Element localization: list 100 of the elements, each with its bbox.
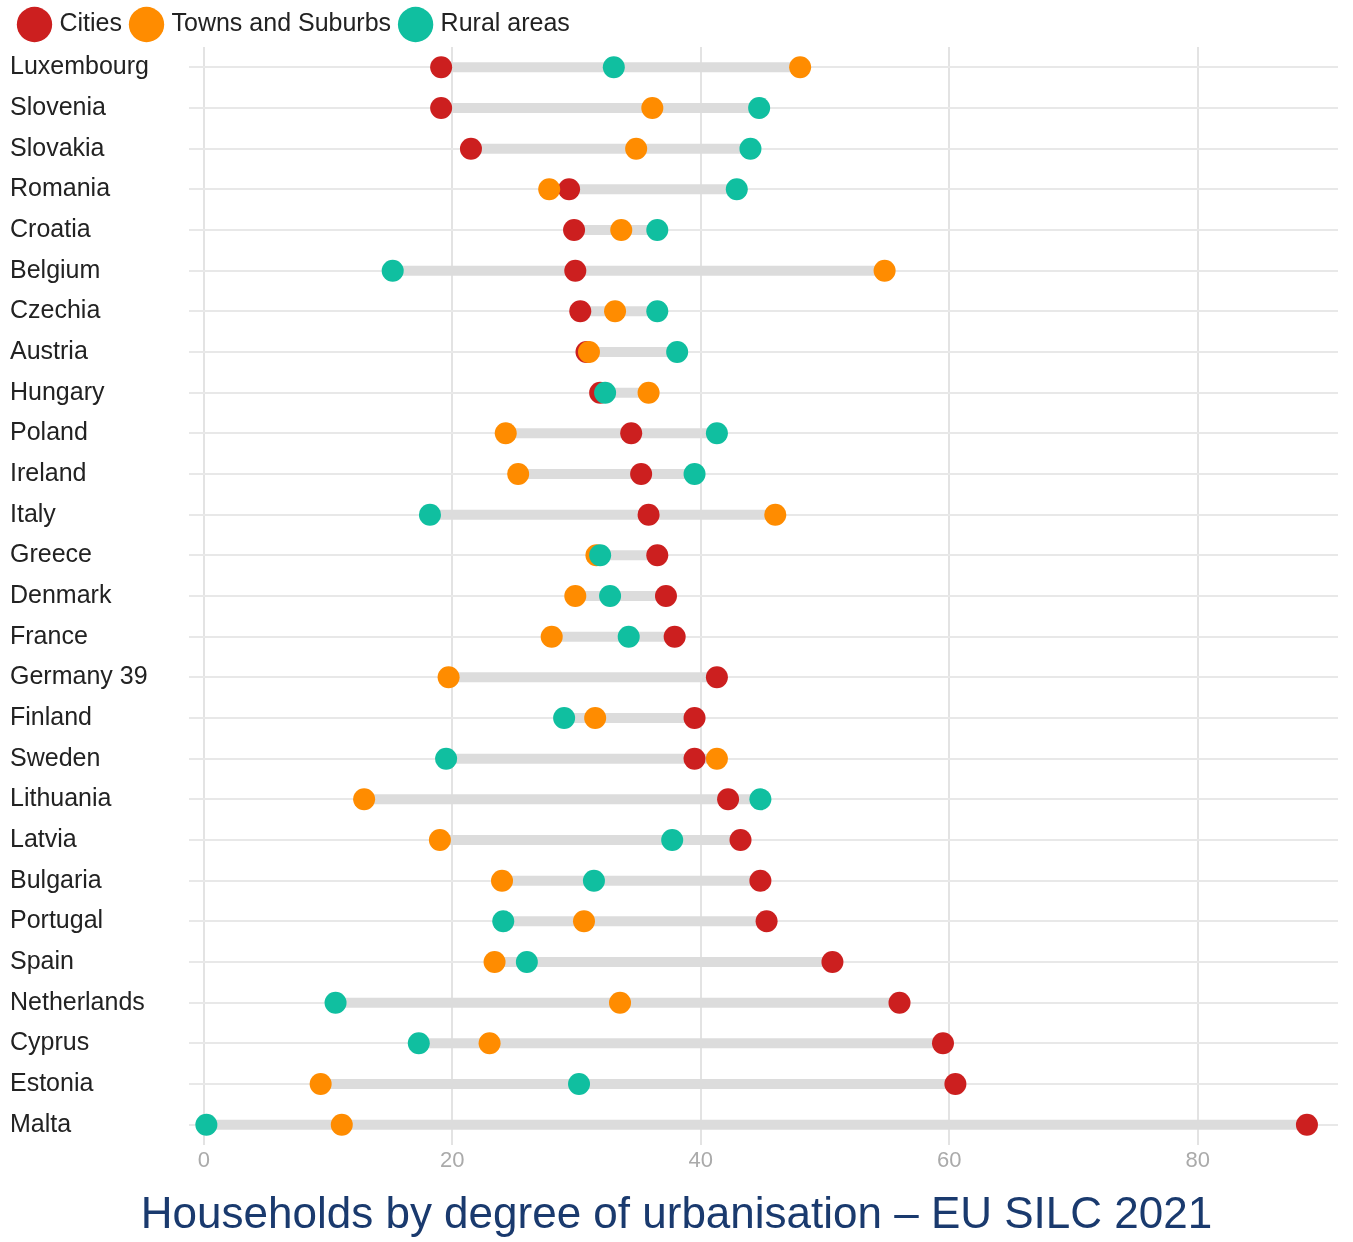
point <box>381 259 404 282</box>
point <box>491 869 514 892</box>
y-tick-label: Malta <box>10 1108 72 1137</box>
point <box>705 747 728 770</box>
point <box>418 503 441 526</box>
point <box>353 788 376 811</box>
point <box>430 56 453 79</box>
point <box>641 97 664 119</box>
point <box>630 463 653 485</box>
y-tick-label: Poland <box>10 417 88 446</box>
y-tick-label: Lithuania <box>10 783 112 812</box>
point <box>494 422 517 445</box>
point <box>725 178 748 201</box>
point <box>564 585 587 607</box>
point <box>637 381 660 404</box>
point <box>717 788 740 811</box>
y-tick-label: Spain <box>10 945 74 974</box>
legend-label: Cities <box>59 8 123 37</box>
y-tick-label: Italy <box>10 498 57 527</box>
point <box>888 991 911 1014</box>
text: Households by degree of urbanisation – EU SILC 2021 <box>139 1188 1214 1238</box>
point <box>739 137 762 160</box>
point <box>683 463 706 485</box>
y-tick-label: Estonia <box>10 1067 94 1096</box>
point <box>428 829 451 851</box>
point <box>599 585 622 607</box>
y-tick-label: Germany 39 <box>10 661 148 690</box>
point <box>646 544 669 567</box>
point <box>931 1032 954 1055</box>
point <box>309 1073 332 1095</box>
point <box>437 666 460 689</box>
y-tick-label: Finland <box>10 701 92 730</box>
point <box>582 869 605 892</box>
point <box>620 422 643 445</box>
point <box>572 910 595 933</box>
y-tick-label: Belgium <box>10 254 101 283</box>
point <box>610 219 633 241</box>
point <box>195 1113 218 1136</box>
point <box>625 137 648 160</box>
y-tick-label: Denmark <box>10 579 112 608</box>
y-tick-label: Czechia <box>10 295 101 324</box>
point <box>430 97 453 119</box>
point <box>705 422 728 445</box>
point <box>873 259 896 282</box>
point <box>564 259 587 282</box>
x-tick-label: 40 <box>688 1147 713 1173</box>
point <box>568 1073 591 1095</box>
point <box>483 951 506 973</box>
y-tick-label: Netherlands <box>10 986 145 1015</box>
point <box>540 625 563 648</box>
y-tick-label: Luxembourg <box>10 51 149 80</box>
y-tick-label: Hungary <box>10 376 105 405</box>
x-tick-label: 80 <box>1185 1147 1210 1173</box>
point <box>507 463 530 485</box>
y-tick-label: Slovakia <box>10 132 105 161</box>
point <box>553 707 576 729</box>
point <box>749 869 772 892</box>
point <box>617 625 640 648</box>
point <box>944 1073 967 1095</box>
point <box>748 97 771 119</box>
point <box>755 910 778 933</box>
point <box>683 707 706 729</box>
legend-label: Towns and Suburbs <box>171 8 392 37</box>
y-tick-label: Ireland <box>10 457 87 486</box>
point <box>435 747 458 770</box>
y-tick-label: Romania <box>10 173 111 202</box>
x-tick-label: 60 <box>936 1147 962 1173</box>
point <box>330 1113 353 1136</box>
y-tick-label: Cyprus <box>10 1027 90 1056</box>
point <box>749 788 772 811</box>
y-tick-label: Latvia <box>10 823 77 852</box>
point <box>666 341 689 363</box>
point <box>558 178 581 201</box>
point <box>594 381 617 404</box>
point <box>646 300 669 323</box>
y-tick-label: France <box>10 620 88 649</box>
point <box>538 178 561 201</box>
point <box>661 829 684 851</box>
point <box>478 1032 501 1055</box>
y-tick-label: Austria <box>10 335 88 364</box>
point <box>646 219 669 241</box>
point <box>764 503 787 526</box>
point <box>324 991 347 1014</box>
point <box>602 56 625 79</box>
point <box>789 56 812 79</box>
y-tick-label: Slovenia <box>10 91 106 120</box>
point <box>569 300 592 323</box>
y-tick-label: Croatia <box>10 213 91 242</box>
point <box>515 951 538 973</box>
y-tick-label: Greece <box>10 539 92 568</box>
point <box>637 503 660 526</box>
y-tick-label: Sweden <box>10 742 101 771</box>
point <box>683 747 706 770</box>
point <box>492 910 515 933</box>
point <box>821 951 844 973</box>
point <box>729 829 752 851</box>
y-tick-label: Portugal <box>10 905 104 934</box>
point <box>604 300 627 323</box>
point <box>563 219 586 241</box>
y-tick-label: Bulgaria <box>10 864 102 893</box>
